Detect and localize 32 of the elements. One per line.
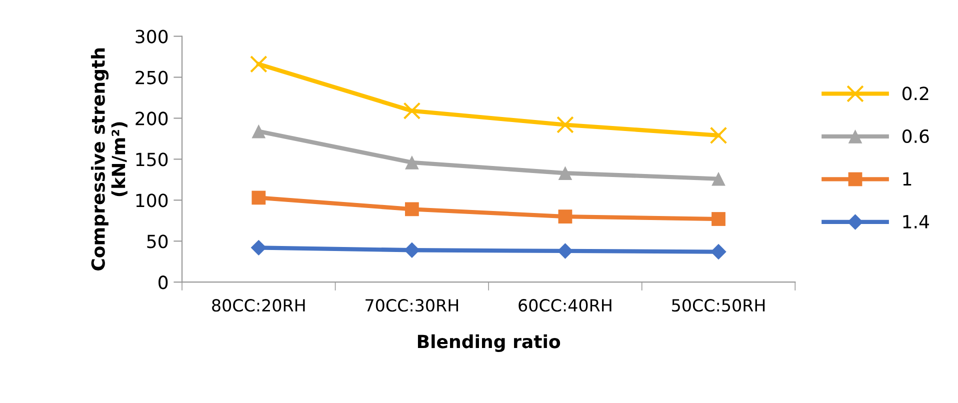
x-tick-label: 70CC:30RH — [366, 299, 458, 312]
x-axis-title: Blending ratio — [418, 334, 560, 352]
point — [403, 102, 421, 120]
y-tick-label: 50 — [147, 234, 168, 248]
legend-label: 0.6 — [902, 129, 929, 144]
point — [712, 172, 726, 186]
legend-label: 1 — [903, 172, 912, 186]
point — [252, 190, 266, 205]
point — [404, 242, 420, 258]
point — [710, 244, 726, 260]
y-tick-label: 200 — [136, 112, 168, 126]
legend-label: 1.4 — [903, 215, 929, 228]
y-axis-title: Compressive strength (kN/m²) — [90, 48, 128, 270]
point — [250, 240, 267, 256]
y-tick-label: 300 — [136, 30, 168, 44]
x-tick-label: 50CC:50RH — [672, 299, 765, 312]
x-tick-label: 80CC:20RH — [212, 299, 305, 312]
point — [558, 210, 572, 224]
point — [710, 126, 728, 144]
point — [404, 156, 419, 170]
y-tick-label: 250 — [136, 70, 168, 84]
y-tick-label: 150 — [136, 152, 168, 166]
point — [252, 124, 266, 138]
legend-label: 0.2 — [902, 86, 928, 100]
point — [712, 212, 726, 226]
x-tick-label: 60CC:40RH — [518, 299, 612, 312]
point — [556, 116, 574, 134]
y-tick-label: 0 — [158, 276, 168, 290]
point — [250, 55, 268, 73]
point — [558, 166, 572, 180]
y-tick-label: 100 — [136, 194, 168, 208]
point — [404, 202, 419, 216]
